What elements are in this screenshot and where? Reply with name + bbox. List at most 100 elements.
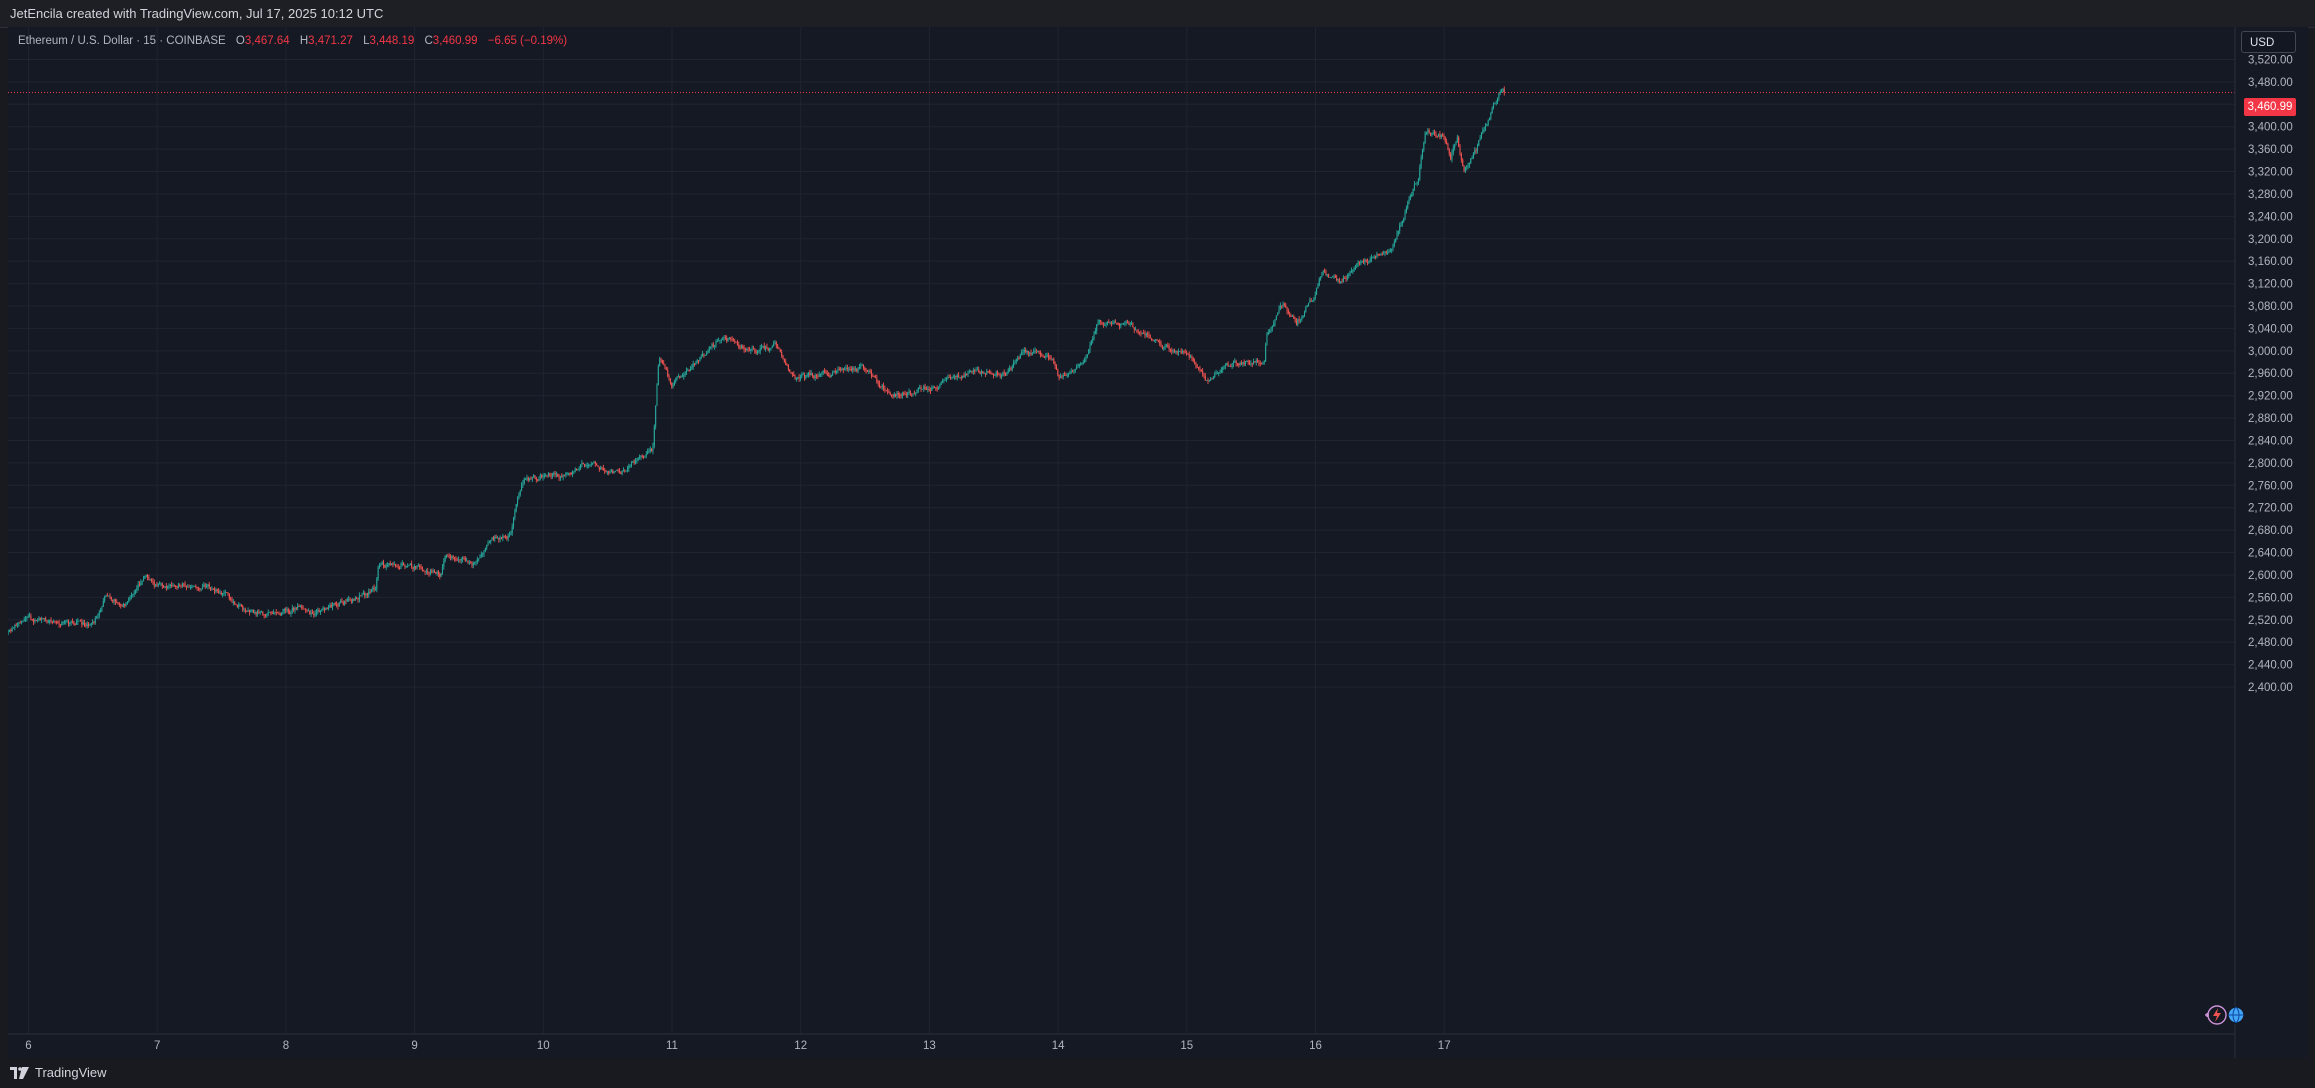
candle-body: [337, 604, 339, 607]
symbol-name: Ethereum / U.S. Dollar · 15 · COINBASE: [18, 35, 226, 47]
price-axis[interactable]: 2,400.00 2,440.00 2,480.00 2,520.00 2,560.00…: [2248, 54, 2293, 694]
candle-body: [612, 470, 614, 474]
candle-body: [200, 588, 202, 590]
candle-body: [1143, 333, 1145, 334]
candle-body: [676, 376, 678, 379]
candle-body: [1287, 311, 1289, 313]
candle-body: [1096, 324, 1098, 332]
candle-body: [641, 455, 643, 457]
candle-body: [555, 473, 557, 475]
candle-body: [1454, 145, 1456, 148]
candle-body: [566, 473, 568, 474]
candle-body: [121, 605, 123, 607]
candle-body: [88, 623, 90, 625]
candle-body: [285, 608, 287, 610]
candle-body: [744, 349, 747, 351]
candle-body: [126, 601, 128, 603]
candle-body: [1101, 322, 1103, 325]
candle-body: [521, 484, 523, 491]
candle-body: [648, 451, 650, 452]
candle-body: [669, 378, 671, 384]
candle-body: [933, 386, 936, 388]
candle-body: [1314, 294, 1316, 299]
candle-body: [1324, 270, 1326, 272]
candle-body: [668, 376, 670, 379]
lightning-icon[interactable]: [2205, 1005, 2227, 1025]
candle-body: [109, 595, 111, 597]
candle-body: [998, 374, 1000, 376]
candle-body: [1029, 352, 1031, 354]
candle-body: [787, 365, 789, 370]
candle-body: [1352, 270, 1354, 272]
candle-body: [586, 464, 588, 466]
candle-body: [421, 567, 423, 571]
candle-body: [1273, 323, 1275, 327]
candle-body: [112, 599, 114, 602]
candle-body: [622, 470, 625, 472]
candle-body: [538, 477, 540, 481]
globe-icon[interactable]: [2227, 1006, 2245, 1024]
candle-body: [829, 376, 831, 378]
candle-body: [1171, 350, 1173, 352]
candle-body: [1100, 319, 1102, 323]
candle-body: [842, 368, 844, 370]
candle-body: [105, 595, 107, 597]
candle-body: [1251, 363, 1253, 365]
candle-body: [293, 607, 295, 611]
candle-body: [218, 591, 220, 593]
candle-body: [1379, 254, 1381, 256]
candle-body: [1408, 198, 1410, 204]
high-label: H: [299, 35, 309, 47]
time-tick-label: 7: [154, 1040, 160, 1052]
candle-body: [18, 622, 20, 624]
candle-body: [990, 372, 992, 374]
candle-body: [207, 584, 209, 586]
candle-body: [1106, 322, 1108, 325]
candle-body: [616, 470, 618, 471]
candle-body: [1102, 324, 1104, 326]
candle-body: [1459, 146, 1461, 155]
candle-body: [1047, 354, 1049, 358]
candle-body: [1393, 242, 1395, 246]
candlestick-chart[interactable]: 2,400.00 2,440.00 2,480.00 2,520.00 2,560.00…: [8, 27, 2308, 1058]
candle-body: [1212, 377, 1214, 379]
candle-body: [254, 611, 256, 613]
candle-body: [1112, 323, 1114, 325]
candle-body: [1484, 126, 1487, 130]
candle-body: [546, 475, 548, 476]
candle-body: [491, 537, 493, 541]
candle-body: [203, 584, 205, 587]
candle-body: [912, 393, 914, 395]
candle-body: [974, 370, 976, 372]
candle-body: [1277, 312, 1279, 316]
candle-body: [693, 363, 696, 365]
currency-button[interactable]: USD: [2241, 31, 2296, 53]
candle-body: [122, 603, 124, 607]
candle-body: [731, 338, 733, 340]
candle-body: [883, 385, 885, 389]
candle-body: [43, 618, 45, 619]
candle-body: [189, 587, 191, 588]
candle-body: [1266, 334, 1268, 346]
candle-body: [577, 469, 579, 471]
candle-body: [1494, 103, 1496, 105]
candle-body: [1271, 326, 1273, 329]
candle-body: [1145, 333, 1147, 336]
time-axis[interactable]: 6 7 8 9 10 11 12 13 14 15 16 17: [25, 1040, 1450, 1052]
candle-body: [1424, 132, 1426, 143]
candle-body: [712, 344, 714, 347]
candle-body: [1231, 363, 1233, 367]
candle-body: [1051, 358, 1054, 360]
chart-area[interactable]: 2,400.00 2,440.00 2,480.00 2,520.00 2,560.00…: [8, 27, 2308, 1058]
candle-body: [390, 563, 393, 566]
candle-body: [407, 566, 409, 567]
candle-body: [919, 387, 921, 389]
candle-body: [695, 363, 697, 365]
candle-body: [681, 376, 684, 378]
candle-body: [1282, 303, 1284, 307]
tradingview-logo[interactable]: TradingView: [10, 1065, 107, 1080]
candle-body: [1299, 319, 1302, 321]
candle-body: [232, 601, 234, 603]
candle-body: [1470, 158, 1472, 164]
candle-body: [571, 471, 574, 475]
